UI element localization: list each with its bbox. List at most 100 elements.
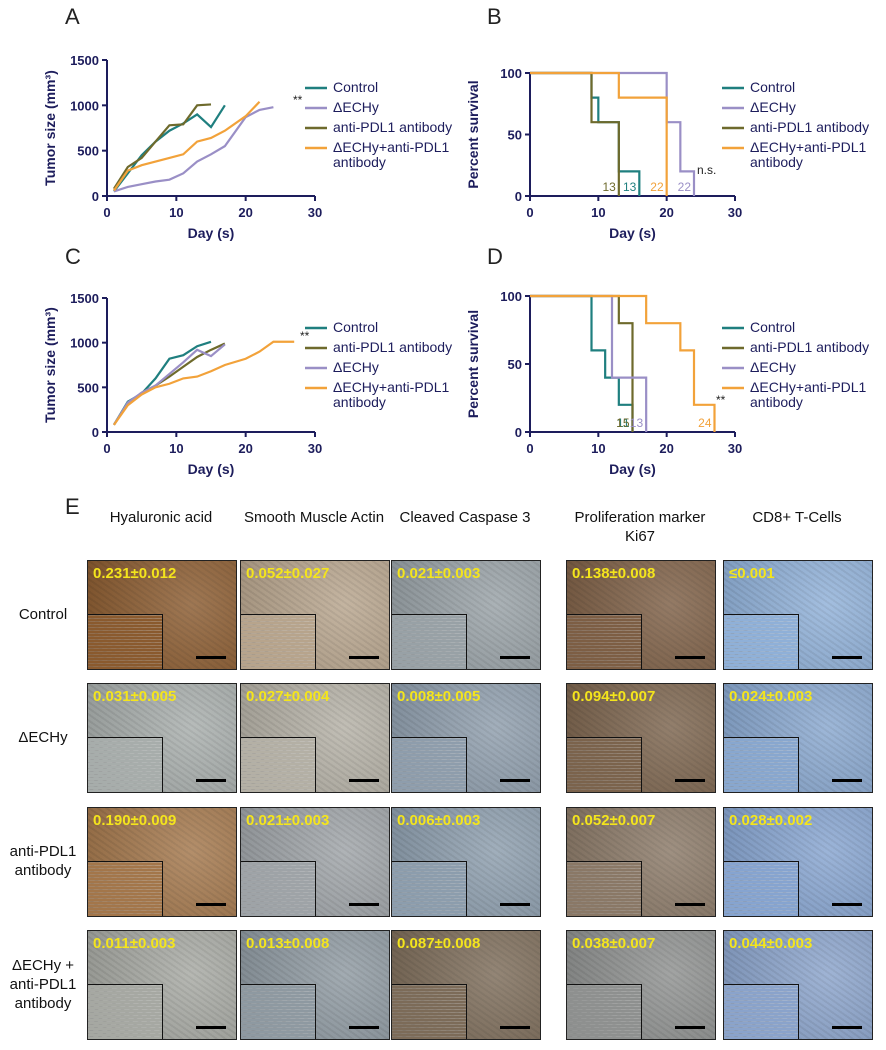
median-label: 22 xyxy=(650,180,664,194)
y-tick-label: 100 xyxy=(500,289,522,304)
value-label: 0.021±0.003 xyxy=(246,812,330,829)
inset xyxy=(724,737,799,792)
micrograph: 0.031±0.005 xyxy=(87,683,237,793)
legend-label: ΔECHy+anti-PDL1 antibody xyxy=(750,379,867,410)
y-tick-label: 1000 xyxy=(70,98,99,113)
x-tick-label: 0 xyxy=(103,441,110,456)
y-tick-label: 1000 xyxy=(70,336,99,351)
micrograph: 0.011±0.003 xyxy=(87,930,237,1040)
legend-label: anti-PDL1 antibody xyxy=(750,339,870,355)
scale-bar xyxy=(349,1026,379,1029)
scale-bar xyxy=(196,779,226,782)
scale-bar xyxy=(500,779,530,782)
legend-label: anti-PDL1 antibody xyxy=(333,339,453,355)
y-tick-label: 1500 xyxy=(70,53,99,68)
column-header: Smooth Muscle Actin xyxy=(243,509,385,526)
x-axis-label: Day (s) xyxy=(609,461,656,477)
micrograph: 0.231±0.012 xyxy=(87,560,237,670)
inset xyxy=(88,737,163,792)
legend-label: anti-PDL1 antibody xyxy=(750,119,870,135)
x-tick-label: 20 xyxy=(659,205,673,220)
row-header: Control xyxy=(18,605,68,623)
inset xyxy=(88,984,163,1039)
value-label: 0.138±0.008 xyxy=(572,565,656,582)
y-tick-label: 0 xyxy=(515,189,522,204)
y-tick-label: 0 xyxy=(92,189,99,204)
legend-label: ΔECHy xyxy=(750,359,796,375)
micrograph: 0.190±0.009 xyxy=(87,807,237,917)
median-label: 24 xyxy=(698,416,712,430)
legend-label: Control xyxy=(333,319,379,335)
column-header: Cleaved Caspase 3 xyxy=(399,509,531,526)
x-tick-label: 10 xyxy=(591,441,605,456)
value-label: 0.013±0.008 xyxy=(246,935,330,952)
legend-label: ΔECHy xyxy=(333,99,379,115)
x-tick-label: 10 xyxy=(169,205,183,220)
x-axis-label: Day (s) xyxy=(609,225,656,241)
legend-label: ΔECHy xyxy=(333,359,379,375)
median-label: 13 xyxy=(623,180,637,194)
value-label: 0.008±0.005 xyxy=(397,688,481,705)
scale-bar xyxy=(832,903,862,906)
legend-label: Control xyxy=(750,319,796,335)
panel-label: C xyxy=(65,244,81,269)
y-tick-label: 500 xyxy=(77,380,99,395)
scale-bar xyxy=(675,656,705,659)
value-label: 0.027±0.004 xyxy=(246,688,330,705)
inset xyxy=(241,861,316,916)
inset xyxy=(88,861,163,916)
series-line xyxy=(530,294,648,432)
legend-label: ΔECHy+anti-PDL1 antibody xyxy=(333,379,450,410)
x-tick-label: 30 xyxy=(728,441,742,456)
value-label: 0.028±0.002 xyxy=(729,812,813,829)
column-header: Proliferation marker Ki67 xyxy=(574,509,706,545)
scale-bar xyxy=(675,779,705,782)
micrograph: 0.052±0.007 xyxy=(566,807,716,917)
series-line xyxy=(113,100,261,192)
scale-bar xyxy=(675,1026,705,1029)
scale-bar xyxy=(196,1026,226,1029)
panel-label: B xyxy=(487,4,502,29)
annotation: ** xyxy=(300,329,310,343)
series-line xyxy=(530,294,716,432)
inset xyxy=(724,861,799,916)
legend-label: ΔECHy+anti-PDL1 antibody xyxy=(750,139,867,170)
inset xyxy=(392,984,467,1039)
micrograph: 0.006±0.003 xyxy=(391,807,541,917)
y-axis-label: Percent survival xyxy=(465,310,481,418)
y-tick-label: 500 xyxy=(77,144,99,159)
x-tick-label: 20 xyxy=(238,205,252,220)
value-label: 0.231±0.012 xyxy=(93,565,177,582)
median-label: 13 xyxy=(630,416,644,430)
y-tick-label: 100 xyxy=(500,66,522,81)
inset xyxy=(241,737,316,792)
scale-bar xyxy=(675,903,705,906)
series-line xyxy=(112,343,226,426)
y-tick-label: 1500 xyxy=(70,291,99,306)
scale-bar xyxy=(500,656,530,659)
legend-label: Control xyxy=(333,79,379,95)
series-line xyxy=(530,71,668,196)
micrograph: 0.021±0.003 xyxy=(240,807,390,917)
x-tick-label: 0 xyxy=(103,205,110,220)
micrograph: 0.094±0.007 xyxy=(566,683,716,793)
inset xyxy=(392,614,467,669)
y-axis-label: Percent survival xyxy=(465,80,481,188)
x-axis-label: Day (s) xyxy=(188,225,235,241)
x-axis-label: Day (s) xyxy=(188,461,235,477)
y-tick-label: 0 xyxy=(515,425,522,440)
series-line xyxy=(530,294,634,432)
inset xyxy=(724,614,799,669)
row-header: anti-PDL1 antibody xyxy=(9,843,77,879)
micrograph: 0.024±0.003 xyxy=(723,683,873,793)
x-tick-label: 10 xyxy=(169,441,183,456)
value-label: 0.021±0.003 xyxy=(397,565,481,582)
legend-label: anti-PDL1 antibody xyxy=(333,119,453,135)
series-line xyxy=(113,106,274,193)
value-label: 0.094±0.007 xyxy=(572,688,656,705)
micrograph: 0.087±0.008 xyxy=(391,930,541,1040)
micrograph: 0.008±0.005 xyxy=(391,683,541,793)
value-label: 0.052±0.007 xyxy=(572,812,656,829)
